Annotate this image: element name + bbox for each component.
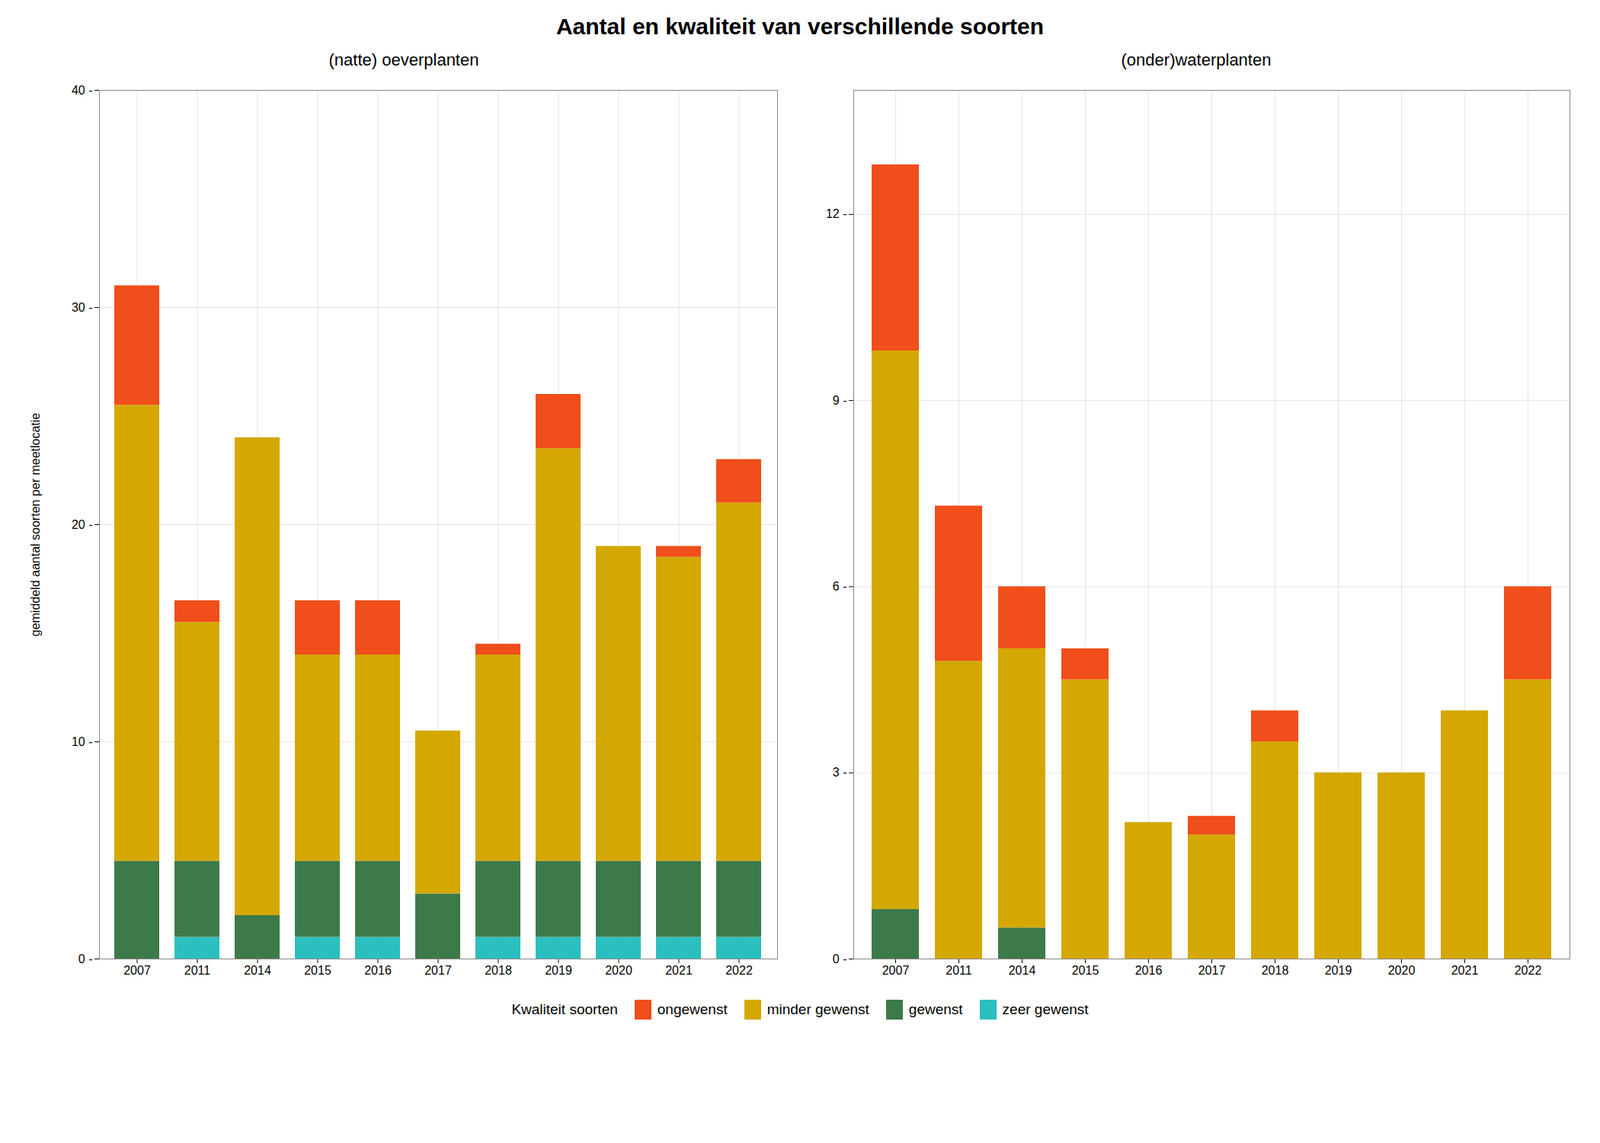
- svg-text:0 -: 0 -: [832, 952, 848, 966]
- html-text:ongewenst: ongewenst: [657, 1001, 728, 1018]
- svg-text:2014: 2014: [1008, 963, 1037, 977]
- svg-text:0 -: 0 -: [78, 952, 93, 966]
- svg-text:3 -: 3 -: [832, 765, 848, 779]
- svg-text:2011: 2011: [184, 963, 212, 977]
- svg-text:2020: 2020: [604, 963, 633, 977]
- svg-text:2016: 2016: [364, 963, 392, 977]
- html-text:gewenst: gewenst: [908, 1001, 963, 1018]
- svg-text:2011: 2011: [945, 963, 973, 977]
- svg-text:2022: 2022: [725, 963, 753, 977]
- svg-text:2021: 2021: [1451, 963, 1479, 977]
- svg-text:12 -: 12 -: [825, 207, 848, 221]
- svg-text:2014: 2014: [243, 963, 272, 977]
- svg-text:2019: 2019: [544, 963, 573, 977]
- svg-text:10 -: 10 -: [71, 735, 93, 749]
- svg-text:2018: 2018: [484, 963, 512, 977]
- svg-text:2018: 2018: [1261, 963, 1290, 977]
- html-text:(natte) oeverplanten: (natte) oeverplanten: [328, 50, 479, 70]
- svg-text:2022: 2022: [1514, 963, 1543, 977]
- html-text:Kwaliteit soorten: Kwaliteit soorten: [511, 1001, 618, 1018]
- html-text:Aantal en kwaliteit van versch: Aantal en kwaliteit van verschillende so…: [556, 13, 1044, 39]
- svg-text:30 -: 30 -: [71, 300, 93, 314]
- svg-text:2007: 2007: [123, 963, 151, 977]
- svg-text:2021: 2021: [665, 963, 693, 977]
- svg-text:2019: 2019: [1324, 963, 1353, 977]
- html-text:(onder)waterplanten: (onder)waterplanten: [1121, 50, 1272, 70]
- svg-text:2017: 2017: [1198, 963, 1226, 977]
- html-text:minder gewenst: minder gewenst: [767, 1001, 870, 1018]
- svg-text:40 -: 40 -: [71, 83, 93, 97]
- html-text:zeer gewenst: zeer gewenst: [1002, 1001, 1089, 1018]
- svg-text:2015: 2015: [1072, 963, 1100, 977]
- svg-text:20 -: 20 -: [71, 518, 93, 532]
- svg-text:gemiddeld aantal soorten per m: gemiddeld aantal soorten per meetlocatie: [28, 412, 42, 637]
- svg-text:2017: 2017: [424, 963, 452, 977]
- svg-text:6 -: 6 -: [832, 579, 848, 593]
- svg-text:9 -: 9 -: [832, 393, 848, 407]
- svg-text:2016: 2016: [1135, 963, 1163, 977]
- svg-text:2015: 2015: [304, 963, 332, 977]
- svg-text:2007: 2007: [882, 963, 910, 977]
- svg-text:2020: 2020: [1388, 963, 1416, 977]
